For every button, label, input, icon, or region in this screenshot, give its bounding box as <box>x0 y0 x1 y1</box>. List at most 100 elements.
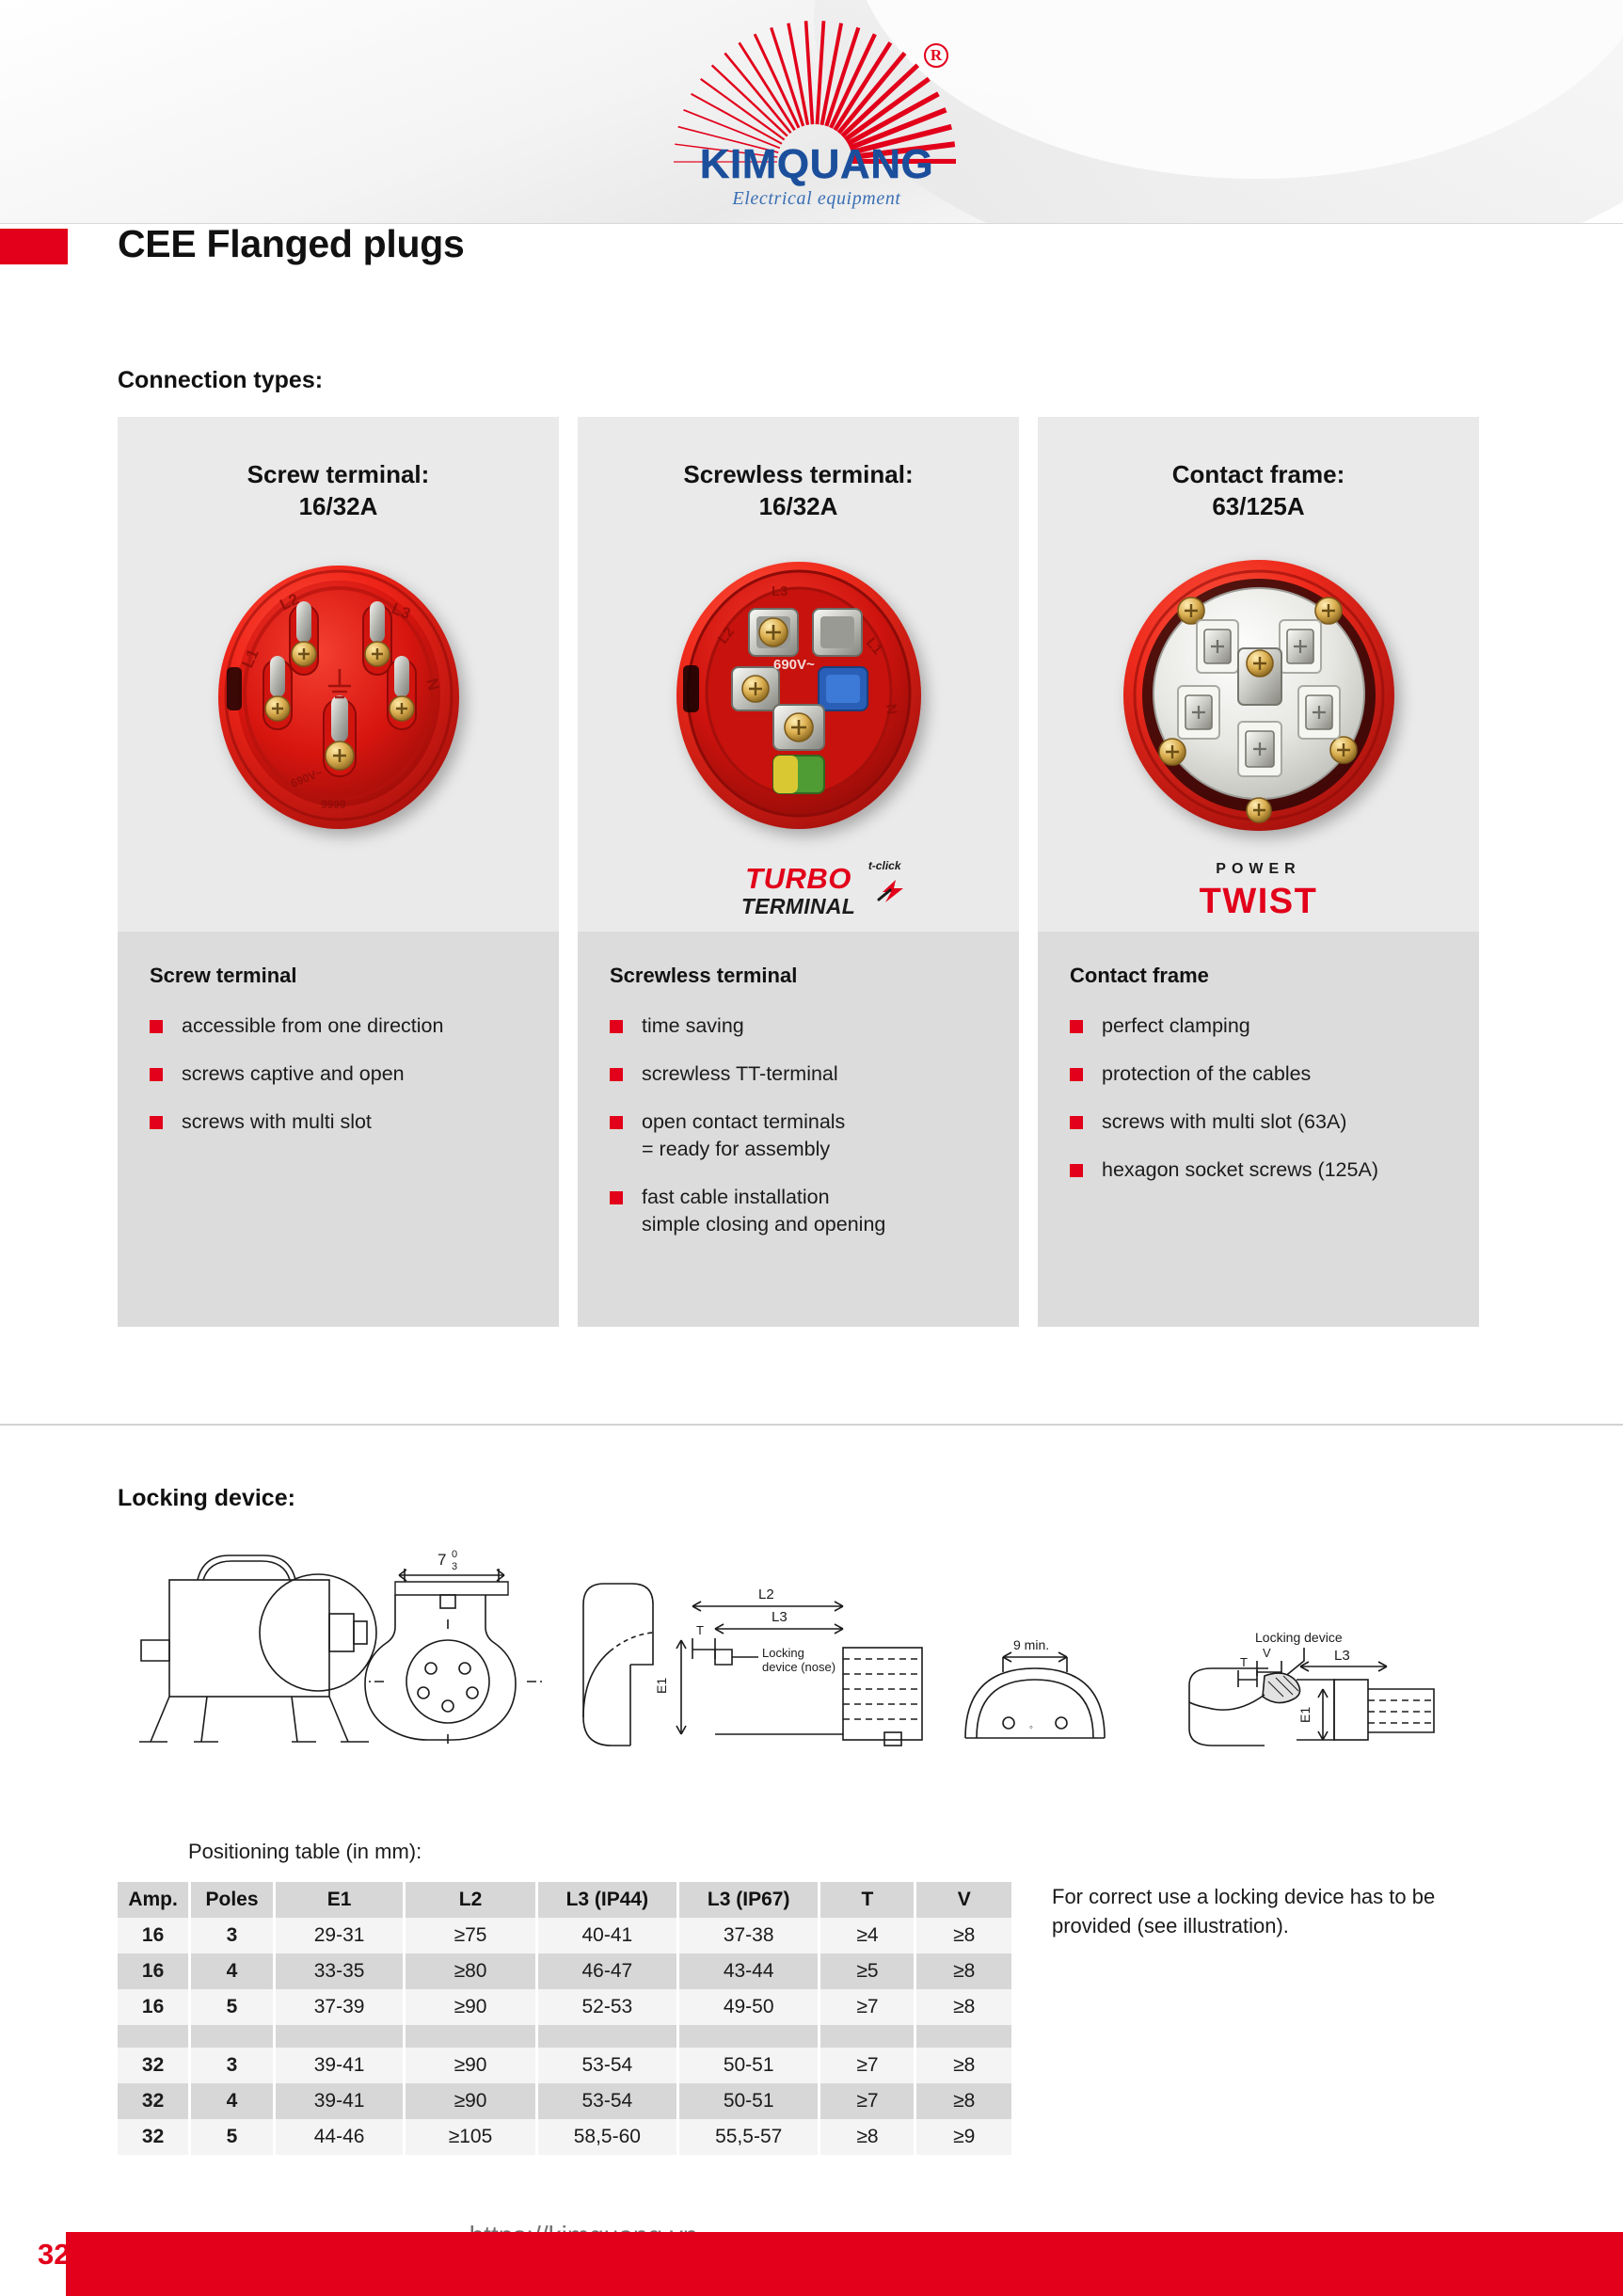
cell-l3-ip67: 43-44 <box>677 1953 821 1989</box>
cell-t: ≥7 <box>819 1989 917 2025</box>
page-title: CEE Flanged plugs <box>118 222 465 265</box>
card-contact-frame: Contact frame: 63/125A <box>1038 417 1479 1327</box>
table-body: 16 3 29-31 ≥75 40-41 37-38 ≥4 ≥8 16 4 33… <box>118 1918 1011 2155</box>
cell-poles: 4 <box>189 2083 276 2119</box>
table-row: 32 5 44-46 ≥105 58,5-60 55,5-57 ≥8 ≥9 <box>118 2119 1011 2155</box>
cell-v: ≥8 <box>915 2048 1011 2083</box>
card-body-screwless-terminal: Screwless terminal time saving screwless… <box>578 931 1019 1327</box>
feature-list-contact-frame: perfect clamping protection of the cable… <box>1070 1012 1447 1184</box>
cell-l3-ip67: 50-51 <box>677 2048 821 2083</box>
photo-contact-frame-plug <box>1038 540 1479 851</box>
bullet-square-icon <box>1070 1067 1083 1081</box>
list-item: perfect clamping <box>1070 1012 1447 1040</box>
title-accent-bar <box>0 229 68 264</box>
screwless-terminal-plug-illustration: L3 L2 L1 N 690V~ <box>676 561 921 829</box>
lightning-bolt-icon <box>877 880 903 903</box>
svg-text:L2: L2 <box>758 1586 774 1602</box>
list-item-label: protection of the cables <box>1102 1061 1312 1085</box>
cell-l3-ip44: 52-53 <box>536 1989 680 2025</box>
table-row: 16 4 33-35 ≥80 46-47 43-44 ≥5 ≥8 <box>118 1953 1011 1989</box>
cell-spacer <box>536 2025 680 2048</box>
col-header-v: V <box>915 1882 1011 1918</box>
cell-poles: 5 <box>189 2119 276 2155</box>
contact-frame-plug-illustration <box>1122 559 1394 831</box>
list-item: hexagon socket screws (125A) <box>1070 1156 1447 1184</box>
svg-text:T: T <box>1240 1655 1248 1669</box>
card-brand-turbo-terminal: TURBO TERMINAL t-click <box>578 851 1019 932</box>
svg-text:Locking device: Locking device <box>1255 1630 1343 1645</box>
cell-l2: ≥75 <box>404 1918 538 1953</box>
bullet-square-icon <box>610 1190 623 1204</box>
svg-text:N: N <box>883 703 899 715</box>
turbo-terminal-logo: TURBO TERMINAL t-click <box>691 860 907 917</box>
card-subtitle-contact-frame: Contact frame <box>1070 963 1209 987</box>
cell-l2: ≥90 <box>404 2083 538 2119</box>
card-screwless-terminal: Screwless terminal: 16/32A <box>578 417 1019 1327</box>
card-subtitle-screw-terminal: Screw terminal <box>150 963 297 987</box>
logo-tagline: Electrical equipment <box>732 188 901 209</box>
list-item-label: screwless TT-terminal <box>642 1061 838 1085</box>
table-row: 32 4 39-41 ≥90 53-54 50-51 ≥7 ≥8 <box>118 2083 1011 2119</box>
list-item: accessible from one direction <box>150 1012 527 1040</box>
card-body-contact-frame: Contact frame perfect clamping protectio… <box>1038 931 1479 1327</box>
card-title-contact-frame: Contact frame: 63/125A <box>1038 458 1479 523</box>
svg-text:device (nose): device (nose) <box>762 1660 835 1674</box>
col-header-t: T <box>819 1882 917 1918</box>
bullet-square-icon <box>150 1067 163 1081</box>
cell-l2: ≥90 <box>404 2048 538 2083</box>
cell-e1: 33-35 <box>274 1953 406 1989</box>
card-subtitle-screwless-terminal: Screwless terminal <box>610 963 798 987</box>
section-divider <box>0 1424 1623 1426</box>
cell-l3-ip44: 53-54 <box>536 2048 680 2083</box>
card-body-screw-terminal: Screw terminal accessible from one direc… <box>118 931 559 1327</box>
list-item-label: fast cable installation simple closing a… <box>642 1185 886 1236</box>
cell-poles: 3 <box>189 1918 276 1953</box>
connection-types-heading: Connection types: <box>118 367 324 393</box>
turbo-logo-click-text: t-click <box>867 859 901 873</box>
cell-l3-ip67: 49-50 <box>677 1989 821 2025</box>
card-title-line2: 63/125A <box>1212 492 1305 521</box>
list-item-label: screws with multi slot <box>182 1109 372 1133</box>
cell-l3-ip44: 53-54 <box>536 2083 680 2119</box>
diagram-appliance-side-view <box>139 1555 377 1743</box>
bullet-square-icon <box>1070 1163 1083 1177</box>
turbo-logo-line1: TURBO <box>745 862 851 896</box>
col-header-l3-ip44: L3 (IP44) <box>536 1882 680 1918</box>
col-header-e1: E1 <box>274 1882 406 1918</box>
cell-v: ≥8 <box>915 1953 1011 1989</box>
table-row: 16 5 37-39 ≥90 52-53 49-50 ≥7 ≥8 <box>118 1989 1011 2025</box>
diagram-flange-front-view: 7 0 3 <box>364 1549 542 1744</box>
cell-v: ≥8 <box>915 1918 1011 1953</box>
cell-e1: 39-41 <box>274 2083 406 2119</box>
svg-text:V: V <box>1263 1646 1271 1660</box>
list-item: screwless TT-terminal <box>610 1060 987 1088</box>
logo-wordmark: KIMQUANG <box>699 141 934 187</box>
list-item-label: screws captive and open <box>182 1061 405 1085</box>
sunburst-rays-icon <box>664 21 965 164</box>
cell-t: ≥7 <box>819 2083 917 2119</box>
cell-e1: 29-31 <box>274 1918 406 1953</box>
power-twist-line2: TWIST <box>1199 882 1318 922</box>
card-title-line1: Screw terminal: <box>247 460 430 488</box>
svg-text:E1: E1 <box>1297 1707 1313 1723</box>
list-item-label: time saving <box>642 1013 744 1037</box>
cell-l3-ip44: 46-47 <box>536 1953 680 1989</box>
svg-text:L3: L3 <box>772 583 788 599</box>
list-item: open contact terminals = ready for assem… <box>610 1108 987 1163</box>
col-header-l2: L2 <box>404 1882 538 1918</box>
list-item-label: screws with multi slot (63A) <box>1102 1109 1347 1133</box>
cell-e1: 39-41 <box>274 2048 406 2083</box>
svg-text:3: 3 <box>452 1561 457 1572</box>
cell-spacer <box>118 2025 192 2048</box>
list-item: fast cable installation simple closing a… <box>610 1184 987 1238</box>
cell-poles: 3 <box>189 2048 276 2083</box>
svg-text:N: N <box>422 676 443 692</box>
list-item-label: open contact terminals = ready for assem… <box>642 1109 846 1160</box>
cell-spacer <box>274 2025 406 2048</box>
cell-t: ≥5 <box>819 1953 917 1989</box>
list-item-label: hexagon socket screws (125A) <box>1102 1157 1378 1181</box>
card-title-screw-terminal: Screw terminal: 16/32A <box>118 458 559 523</box>
svg-text:0: 0 <box>452 1549 457 1560</box>
positioning-table: Amp. Poles E1 L2 L3 (IP44) L3 (IP67) T V… <box>118 1882 1011 2155</box>
registered-trademark-icon: R <box>924 43 948 68</box>
